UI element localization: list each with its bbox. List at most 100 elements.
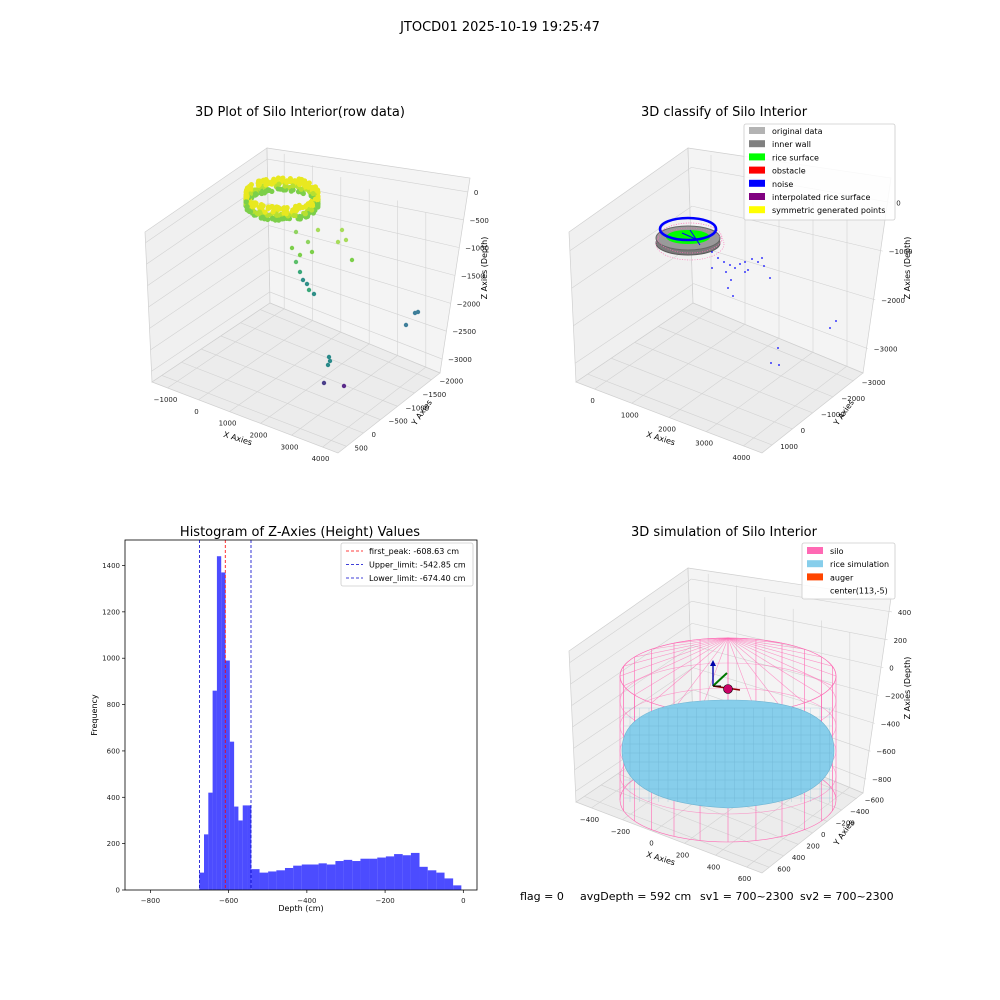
legend-swatch <box>807 573 823 581</box>
raw-point <box>272 217 278 223</box>
sim-ytick-label: −600 <box>865 797 884 805</box>
raw-ztick-label: −1000 <box>465 245 489 253</box>
hist-bar <box>216 556 222 890</box>
cls-xtick-label: 4000 <box>732 454 750 462</box>
legend-label: auger <box>830 573 854 582</box>
cls-xtick-label: 2000 <box>658 426 676 434</box>
sim-zlabel: Z Axies (Depth) <box>903 657 912 720</box>
hist-bar <box>410 852 420 890</box>
noise-point <box>829 327 831 329</box>
raw-ztick-label: 0 <box>474 189 478 197</box>
noise-point <box>744 271 746 273</box>
raw-xtick-label: 4000 <box>312 455 330 463</box>
raw-point <box>313 186 320 193</box>
panel-raw-3d: 3D Plot of Silo Interior(row data) −1000… <box>144 105 489 463</box>
hist-ytick-label: 1400 <box>102 562 120 570</box>
noise-point <box>778 364 780 366</box>
hist-bar <box>309 864 319 890</box>
raw-point <box>264 179 270 185</box>
legend-label: center(113,-5) <box>830 587 888 596</box>
raw-point <box>283 179 290 185</box>
noise-point <box>717 257 719 259</box>
hist-bar <box>221 572 226 890</box>
raw-point <box>270 179 276 185</box>
hist-bar <box>204 834 209 890</box>
status-footer: flag = 0 avgDepth = 592 cm sv1 = 700~230… <box>520 890 894 903</box>
raw-ytick-label: −2000 <box>440 378 464 386</box>
raw-point <box>309 207 315 213</box>
raw-point <box>266 187 272 194</box>
raw-point <box>257 178 263 184</box>
raw-point <box>247 183 253 189</box>
raw-point <box>246 208 253 215</box>
raw-point <box>300 178 306 185</box>
raw-point <box>265 204 272 210</box>
sim-legend: silo rice simulation auger center(113,-5) <box>801 542 896 600</box>
raw-point <box>326 354 332 360</box>
hist-bar <box>251 869 260 890</box>
raw-point <box>288 188 294 194</box>
hist-bar <box>276 870 285 890</box>
hist-ytick-label: 1200 <box>102 608 120 616</box>
raw-zlabel: Z Axies (Depth) <box>480 237 489 300</box>
raw-point <box>311 291 317 297</box>
legend-label: rice simulation <box>830 560 889 569</box>
raw-point <box>403 322 409 328</box>
hist-bar <box>335 861 344 890</box>
raw-ytick-label: −500 <box>389 418 408 426</box>
legend-swatch <box>749 140 765 148</box>
cls-ytick-label: 0 <box>801 427 805 435</box>
sim-ztick-label: −400 <box>881 720 900 728</box>
hist-bar <box>427 870 437 890</box>
raw-ztick-label: −2500 <box>452 328 476 336</box>
legend-swatch <box>749 179 765 187</box>
raw-point <box>293 203 299 210</box>
raw-point <box>325 362 331 368</box>
sim-ztick-label: −600 <box>876 748 895 756</box>
raw-point <box>243 199 249 205</box>
hist-bar <box>318 863 327 890</box>
cls-ytick-label: −2000 <box>841 395 865 403</box>
noise-point <box>747 269 749 271</box>
noise-point <box>725 271 727 273</box>
noise-point <box>744 261 746 263</box>
legend-swatch <box>749 193 765 200</box>
noise-point <box>739 263 741 265</box>
noise-point <box>835 320 837 322</box>
raw-ztick-label: −500 <box>470 217 489 225</box>
raw-point <box>297 252 303 258</box>
legend-swatch <box>807 560 823 568</box>
hist-bar <box>284 867 294 890</box>
hist-bar <box>419 866 428 890</box>
cls-xtick-label: 1000 <box>621 411 639 419</box>
hist-bar <box>259 872 269 890</box>
hist-bar <box>394 854 403 890</box>
legend-label: interpolated rice surface <box>772 193 870 202</box>
hist-ytick-label: 200 <box>107 840 120 848</box>
footer-avg-depth: avgDepth = 592 cm <box>580 890 691 903</box>
panel-simulation-3d: 3D simulation of Silo Interior −400 −200 0… <box>568 525 912 883</box>
hist-bar <box>326 864 336 890</box>
raw-point <box>297 269 303 275</box>
cls-ytick-label: 1000 <box>780 443 798 451</box>
raw-ytick-label: −1000 <box>406 404 430 412</box>
hist-xtick-label: −600 <box>219 897 238 905</box>
footer-sv1: sv1 = 700~2300 <box>700 890 794 903</box>
noise-point <box>757 261 759 263</box>
raw-point <box>254 210 260 216</box>
hist-bar <box>436 872 445 890</box>
sim-xtick-label: 0 <box>649 840 653 848</box>
raw-point <box>275 186 281 192</box>
hist-ytick-label: 1000 <box>102 655 120 663</box>
raw-axes-box <box>144 147 471 454</box>
hist-bar <box>234 806 239 890</box>
raw-point <box>339 227 345 233</box>
sim-ytick-label: 600 <box>777 865 790 873</box>
sim-ztick-label: 200 <box>894 637 907 645</box>
hist-ytick-label: 400 <box>107 794 120 802</box>
noise-point <box>777 347 779 349</box>
panel-histogram: Histogram of Z-Axies (Height) Values −80… <box>90 525 478 913</box>
hist-bar <box>369 858 378 890</box>
noise-point <box>723 261 725 263</box>
